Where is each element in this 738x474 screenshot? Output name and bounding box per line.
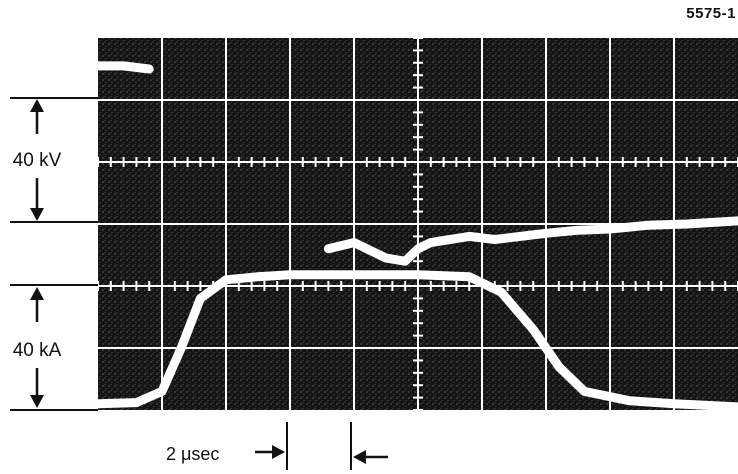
voltage-scale-label: 40 kV	[13, 150, 62, 171]
time-scale-indicator: 2 μsec	[166, 422, 388, 470]
arrow-right-icon	[272, 445, 285, 459]
arrow-down-icon	[30, 208, 44, 221]
arrow-up-icon	[30, 99, 44, 112]
figure-number: 5575-1	[686, 5, 736, 22]
arrow-left-icon	[353, 450, 366, 464]
arrow-up-icon	[30, 287, 44, 300]
current-scale-indicator: 40 kA	[10, 284, 98, 411]
trace-0	[93, 61, 154, 74]
current-scale-label: 40 kA	[13, 340, 62, 361]
graticule	[97, 37, 738, 411]
trace-2	[93, 270, 738, 412]
trace-1	[323, 216, 738, 266]
time-scale-label: 2 μsec	[166, 444, 219, 464]
waveform-traces	[93, 61, 738, 412]
arrow-down-icon	[30, 395, 44, 408]
voltage-scale-indicator: 40 kV	[10, 97, 98, 223]
